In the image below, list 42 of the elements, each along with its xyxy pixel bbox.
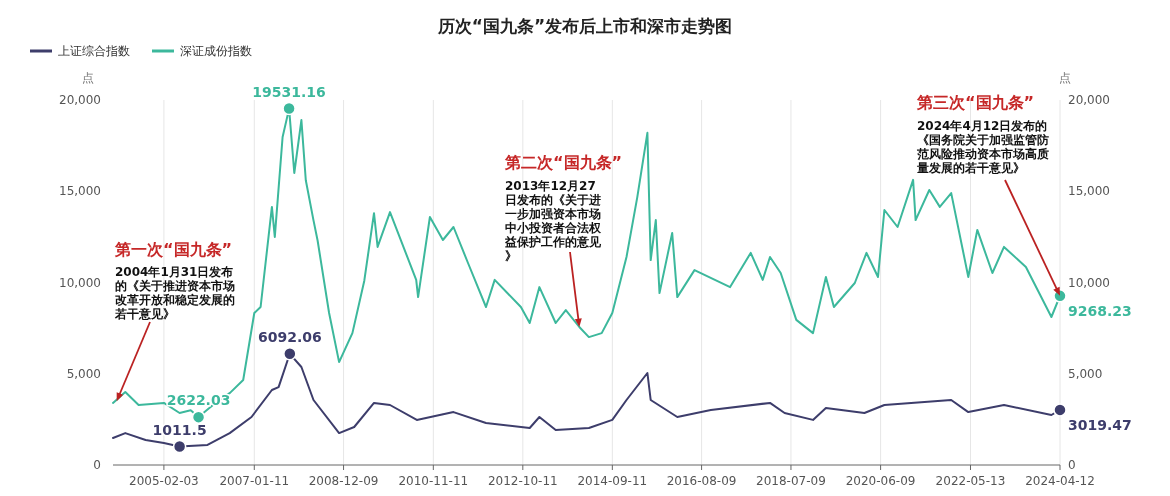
annotation: 2013年12月27日发布的《关于进一步加强资本市场中小投资者合法权益保护工作的意见》 (504, 179, 602, 263)
x-tick-label: 2008-12-09 (308, 474, 379, 488)
annotation: 2024年4月12日发布的《国务院关于加强监管防范风险推动资本市场高质量发展的若干意见》 (916, 119, 1049, 175)
y-axis-title: 点 (82, 71, 94, 85)
annotation: 第二次“国九条” (504, 153, 623, 172)
x-tick-label: 2018-07-09 (756, 474, 826, 488)
x-tick-label: 2014-09-11 (577, 474, 648, 488)
y2-tick-label: 15,000 (1068, 184, 1110, 199)
chart-title: 历次“国九条”发布后上市和深市走势图 (436, 16, 733, 36)
y-tick-label: 5,000 (66, 366, 101, 381)
y2-tick-label: 5,000 (1068, 366, 1103, 381)
point (191, 410, 206, 424)
data-label: 1011.5 (152, 421, 207, 438)
legend-label: 深证成份指数 (180, 44, 252, 58)
data-label: 19531.16 (252, 83, 326, 100)
data-label: 6092.06 (257, 328, 322, 345)
x-tick-label: 2022-05-13 (935, 474, 1006, 488)
x-tick-label: 2012-10-11 (487, 474, 558, 488)
y2-tick-label: 0 (1068, 458, 1076, 472)
data-label: 3019.47 (1068, 416, 1132, 433)
annotation: 第三次“国九条” (916, 93, 1035, 112)
y-tick-label: 15,000 (59, 184, 101, 199)
x-tick-label: 2024-04-12 (1025, 474, 1095, 488)
y2-axis-title: 点 (1059, 71, 1071, 85)
x-tick-label: 2005-02-03 (129, 474, 199, 488)
y-tick-label: 10,000 (59, 275, 101, 290)
point (1053, 403, 1067, 417)
x-tick-label: 2016-08-09 (666, 474, 737, 488)
x-tick-label: 2020-06-09 (845, 474, 916, 488)
point (283, 347, 297, 361)
y2-tick-label: 10,000 (1068, 275, 1110, 290)
y-tick-label: 20,000 (59, 93, 101, 107)
point (172, 439, 187, 454)
legend-label: 上证综合指数 (58, 44, 130, 58)
x-tick-label: 2010-11-11 (398, 474, 469, 488)
point (282, 101, 296, 116)
y2-tick-label: 20,000 (1068, 93, 1110, 107)
x-tick-label: 2007-01-11 (219, 474, 290, 488)
annotation: 2004年1月31日发布的《关于推进资本市场改革开放和稳定发展的若干意见》 (114, 265, 235, 321)
data-label: 9268.23 (1068, 302, 1132, 319)
y-tick-label: 0 (93, 458, 101, 472)
annotation: 第一次“国九条” (114, 240, 233, 259)
